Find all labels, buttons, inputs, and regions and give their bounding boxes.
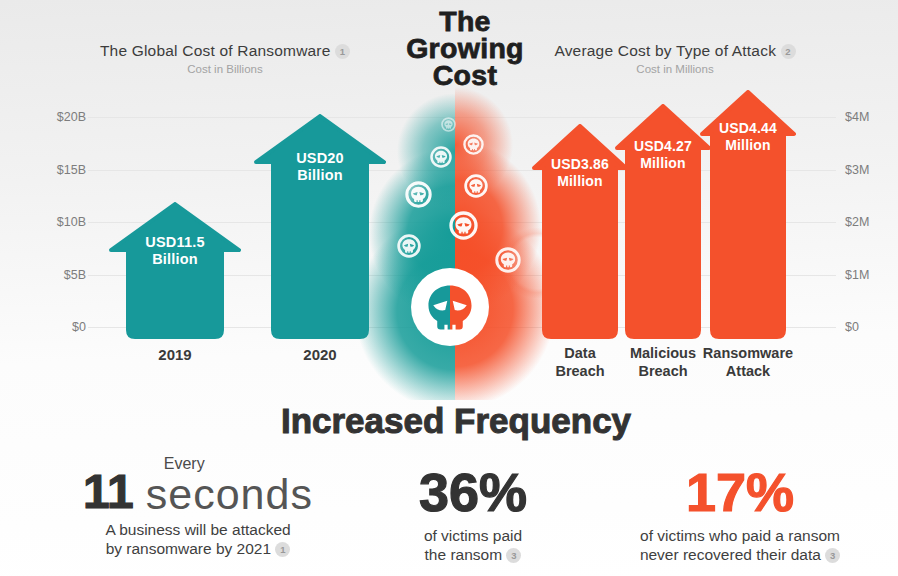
stat-36-percent: 36% of victims paid the ransom 3 <box>353 464 593 564</box>
stat-caption-line1: of victims paid <box>353 526 593 545</box>
skull-icon <box>495 247 521 273</box>
x-label-ransomware-attack: Ransomware Attack <box>688 344 808 380</box>
x-label-2019: 2019 <box>109 346 241 363</box>
bar-data-breach: USD3.86 Million <box>532 124 628 344</box>
y-tick-left: $5B <box>36 268 86 282</box>
stat-unit-col: Every seconds <box>146 455 313 514</box>
left-chart-title: The Global Cost of Ransomware 1 <box>55 42 395 60</box>
skull-icon <box>430 146 452 168</box>
bar-value-line2: Billion <box>254 167 386 184</box>
footnote-ref: 3 <box>506 548 521 563</box>
bar-value-line1: USD20 <box>254 150 386 167</box>
stat-caption: A business will be attacked by ransomwar… <box>38 520 358 558</box>
stat-caption: of victims who paid a ransom never recov… <box>595 526 885 564</box>
bar-2020: USD20 Billion <box>254 114 386 344</box>
stat-number: 11 <box>83 470 134 514</box>
bar-ransomware-attack: USD4.44 Million <box>700 90 796 344</box>
bar-value-label: USD3.86 Million <box>532 156 628 190</box>
stat-caption-line2-text: never recovered their data <box>640 546 821 563</box>
left-chart-title-text: The Global Cost of Ransomware <box>100 42 331 59</box>
footnote-ref-1: 1 <box>335 44 350 59</box>
stat-caption-line2-text: by ransomware by 2021 <box>106 540 271 557</box>
left-chart-subtitle: Cost in Billions <box>55 63 395 75</box>
skull-icon-large <box>411 268 489 346</box>
stat-caption-line2: by ransomware by 2021 1 <box>38 539 358 558</box>
y-tick-left: $0 <box>36 320 86 334</box>
bar-value-label: USD4.44 Million <box>700 120 796 154</box>
bar-value-line2: Million <box>615 155 711 172</box>
bar-value-label: USD20 Billion <box>254 150 386 184</box>
stat-caption-line1: A business will be attacked <box>38 520 358 539</box>
y-tick-left: $15B <box>36 163 86 177</box>
skull-icon <box>397 234 421 258</box>
stat-unit: seconds <box>146 474 313 514</box>
bar-value-line2: Billion <box>109 251 241 268</box>
footnote-ref: 3 <box>825 548 840 563</box>
bar-value-line1: USD4.27 <box>615 138 711 155</box>
skull-icon <box>464 174 488 198</box>
stat-caption-line2: the ransom 3 <box>353 545 593 564</box>
bar-value-line2: Million <box>700 137 796 154</box>
bar-value-line1: USD11.5 <box>109 234 241 251</box>
x-label-line1: Ransomware <box>688 344 808 362</box>
footnote-ref-2: 2 <box>781 44 796 59</box>
skull-icon <box>463 134 484 155</box>
y-tick-right: $4M <box>845 110 895 124</box>
stat-caption: of victims paid the ransom 3 <box>353 526 593 564</box>
stat-caption-line2: never recovered their data 3 <box>595 545 885 564</box>
x-label-line2: Attack <box>688 362 808 380</box>
stat-number-row: 11 Every seconds <box>38 455 358 514</box>
bar-value-label: USD4.27 Million <box>615 138 711 172</box>
y-tick-right: $3M <box>845 163 895 177</box>
bar-2019: USD11.5 Billion <box>109 202 241 344</box>
skull-icon <box>405 181 432 208</box>
y-tick-right: $2M <box>845 215 895 229</box>
bar-malicious-breach: USD4.27 Million <box>615 104 711 344</box>
stat-every-11-seconds: 11 Every seconds A business will be atta… <box>38 455 358 558</box>
stat-number: 36% <box>353 464 593 520</box>
infographic-background: The Growing Cost The Global Cost of Rans… <box>0 0 898 576</box>
footnote-ref: 1 <box>275 542 290 557</box>
right-chart-subtitle: Cost in Millions <box>505 63 845 75</box>
y-tick-left: $20B <box>36 110 86 124</box>
skull-icon <box>449 211 478 240</box>
stat-caption-line2-text: the ransom <box>425 546 503 563</box>
right-chart-title-text: Average Cost by Type of Attack <box>554 42 776 59</box>
stat-17-percent: 17% of victims who paid a ransom never r… <box>595 464 885 564</box>
stat-caption-line1: of victims who paid a ransom <box>595 526 885 545</box>
bar-value-line2: Million <box>532 173 628 190</box>
y-tick-right: $1M <box>845 268 895 282</box>
stat-number: 17% <box>595 464 885 520</box>
bar-value-label: USD11.5 Billion <box>109 234 241 268</box>
bar-value-line1: USD4.44 <box>700 120 796 137</box>
skull-icon <box>441 117 456 132</box>
page-title-line1: The <box>370 8 560 35</box>
x-label-2020: 2020 <box>254 346 386 363</box>
y-tick-left: $10B <box>36 215 86 229</box>
right-chart-title: Average Cost by Type of Attack 2 <box>505 42 845 60</box>
section-heading-increased-frequency: Increased Frequency <box>256 401 656 441</box>
y-tick-right: $0 <box>845 320 895 334</box>
bar-value-line1: USD3.86 <box>532 156 628 173</box>
